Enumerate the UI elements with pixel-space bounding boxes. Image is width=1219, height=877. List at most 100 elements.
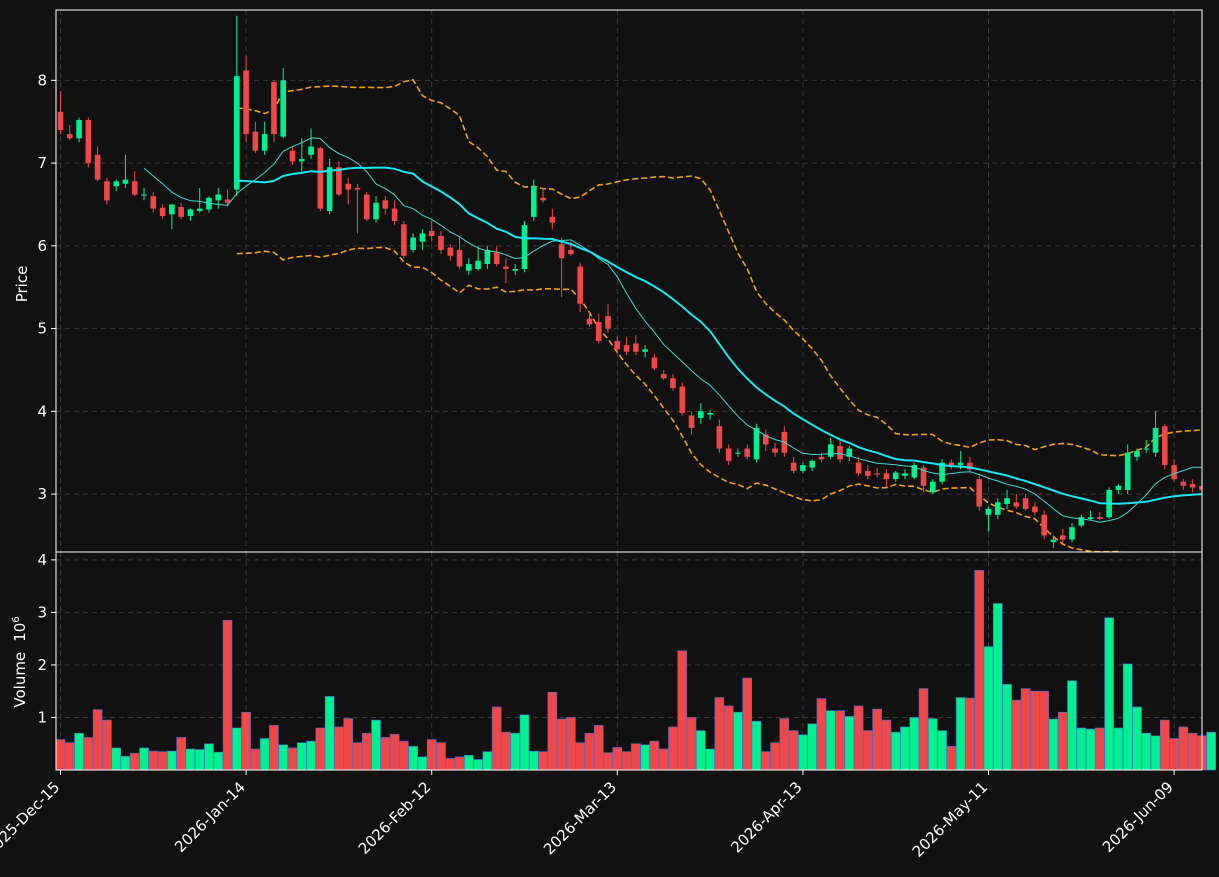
ma-fast-line [143, 137, 1202, 523]
candle-body [1059, 535, 1066, 540]
candle-body [577, 266, 583, 304]
volume-bar [1160, 719, 1170, 771]
volume-bar [612, 747, 623, 771]
candle-body [679, 386, 686, 413]
candle-body [104, 181, 110, 201]
volume-bar [825, 710, 836, 771]
volume-bar [1104, 617, 1114, 771]
volume-bar [315, 727, 326, 771]
volume-bar [250, 748, 261, 771]
candle-body [113, 181, 119, 187]
candle-body [967, 462, 973, 470]
candle-body [1208, 486, 1214, 493]
moving-averages [143, 137, 1202, 523]
candle-body [363, 194, 370, 220]
volume-bar [640, 744, 650, 771]
volume-bar [965, 697, 975, 771]
volume-bar [603, 752, 613, 771]
volume-bar [1085, 728, 1096, 771]
volume-bar [1067, 680, 1077, 771]
candle-body [345, 183, 351, 190]
candle-body [215, 194, 222, 201]
candle-body [271, 81, 277, 135]
candle-body [391, 208, 398, 222]
candle-body [1171, 465, 1177, 480]
candle-body [1013, 502, 1020, 507]
candle-body [920, 467, 927, 486]
volume-bar [352, 742, 363, 771]
candle-body [725, 448, 732, 461]
candle-body [772, 448, 778, 453]
candles-group [57, 15, 1214, 548]
volume-bar [863, 730, 873, 771]
candle-body [326, 167, 333, 212]
upper-band-line [236, 78, 1202, 457]
candle-body [837, 446, 843, 460]
volume-bar [157, 751, 168, 771]
candle-body [1022, 498, 1029, 509]
candle-body [178, 206, 184, 217]
candle-body [428, 230, 435, 236]
candle-body [475, 260, 481, 270]
candle-body [131, 181, 138, 195]
volume-bar [296, 742, 307, 771]
volume-bar [992, 603, 1003, 771]
volume-bar [1048, 718, 1059, 771]
volume-bar [918, 688, 929, 771]
candle-body [614, 340, 621, 350]
volume-bar [1132, 706, 1142, 771]
volume-bar [1206, 731, 1217, 771]
x-tick-label: 2025-Dec-15 [0, 778, 63, 859]
candle-body [1180, 481, 1187, 486]
volume-bar [937, 730, 947, 771]
candle-body [530, 186, 537, 217]
candle-body [1004, 498, 1010, 505]
x-tick-label: 2026-Apr-13 [727, 778, 805, 856]
volume-bar [835, 710, 845, 771]
candle-body [1143, 448, 1150, 450]
volume-bar [770, 742, 780, 771]
volume-bar [1122, 663, 1133, 771]
volume-bar [204, 743, 214, 771]
volume-bar [798, 734, 808, 771]
volume-bar [399, 740, 409, 771]
volume-bar [436, 742, 446, 771]
candle-body [809, 460, 815, 468]
volume-bar [454, 756, 465, 771]
volume-bar [417, 756, 428, 771]
candle-body [493, 252, 500, 265]
candle-body [1041, 514, 1047, 536]
candle-body [1069, 527, 1075, 540]
candle-body [419, 233, 426, 242]
volume-bar [222, 619, 233, 771]
volume-bar [890, 731, 901, 771]
volume-bar [139, 747, 149, 771]
volume-bar [1095, 727, 1105, 771]
candle-body [818, 456, 825, 460]
candle-body [94, 154, 101, 180]
volume-bar [1141, 732, 1152, 771]
volume-bar [900, 726, 910, 771]
volume-bar [751, 720, 762, 771]
volume-bar [686, 717, 697, 771]
volume-bar [1057, 711, 1068, 771]
price-tick-label: 7 [37, 154, 47, 172]
volume-bar [259, 738, 270, 771]
volume-bar [519, 714, 530, 771]
candle-body [410, 237, 416, 250]
candle-body [252, 131, 259, 151]
volume-bar [844, 716, 855, 771]
price-tick-label: 3 [37, 485, 47, 503]
volume-bar [167, 750, 177, 771]
candle-body [234, 76, 240, 190]
candle-body [651, 357, 658, 369]
candle-body [298, 158, 305, 162]
candle-body [1162, 426, 1168, 466]
lower-band-line [236, 246, 1127, 552]
candle-body [827, 444, 834, 457]
candle-body [865, 470, 871, 476]
bollinger-bands [236, 78, 1202, 552]
volume-bar [909, 717, 920, 771]
candle-body [846, 448, 853, 457]
candle-body [196, 208, 203, 212]
